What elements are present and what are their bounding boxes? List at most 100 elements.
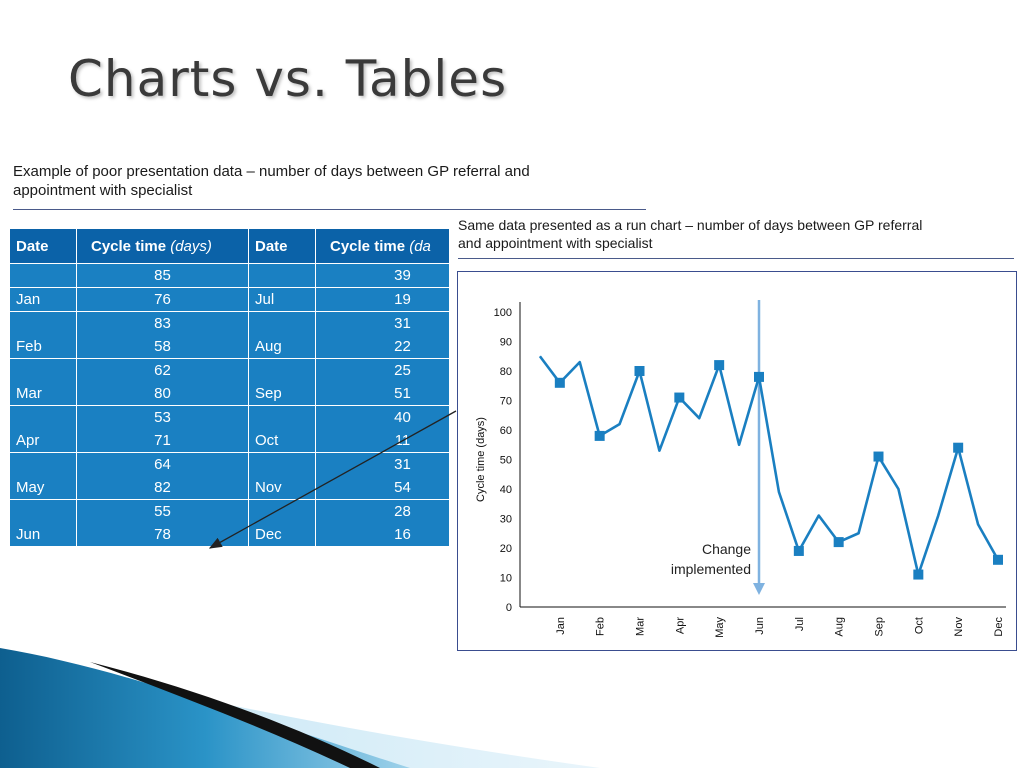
cycle-time-cell: 53 bbox=[76, 405, 249, 429]
table-caption: Example of poor presentation data – numb… bbox=[13, 162, 633, 200]
table-row: 62 25 bbox=[9, 358, 449, 382]
x-tick-label: Dec bbox=[993, 617, 1005, 637]
y-tick-label: 70 bbox=[500, 396, 512, 408]
x-tick-label: Apr bbox=[674, 617, 686, 634]
date-cell bbox=[9, 263, 77, 288]
data-point-marker bbox=[873, 451, 884, 462]
cycle-time-cell: 80 bbox=[76, 382, 249, 406]
header-date: Date bbox=[9, 228, 77, 264]
header-cycle-unit: (days) bbox=[170, 237, 212, 255]
x-tick-label: Aug bbox=[834, 617, 846, 637]
table-row: Apr 71 Oct 11 bbox=[9, 429, 449, 453]
data-point-marker bbox=[913, 569, 924, 580]
header-date-2: Date bbox=[248, 228, 316, 264]
cycle-time-cell: 83 bbox=[76, 311, 249, 335]
date-cell: Nov bbox=[248, 476, 316, 500]
date-cell bbox=[248, 263, 316, 288]
change-implemented-line bbox=[753, 300, 765, 595]
date-cell: Mar bbox=[9, 382, 77, 406]
cycle-time-cell: 55 bbox=[76, 499, 249, 523]
cycle-time-cell: 11 bbox=[315, 429, 449, 453]
y-axis-label: Cycle time (days) bbox=[475, 417, 487, 502]
chart-caption-divider bbox=[458, 258, 1014, 259]
change-annotation-line1: Change bbox=[702, 541, 751, 557]
table-caption-line2: appointment with specialist bbox=[13, 182, 193, 199]
x-tick-label: Jun bbox=[754, 617, 766, 635]
date-cell bbox=[9, 358, 77, 382]
date-cell: Sep bbox=[248, 382, 316, 406]
cycle-time-cell: 40 bbox=[315, 405, 449, 429]
data-point-marker bbox=[674, 392, 685, 403]
date-cell: Dec bbox=[248, 523, 316, 547]
cycle-time-line bbox=[538, 355, 1000, 576]
cycle-time-cell: 22 bbox=[315, 335, 449, 359]
x-tick-label: Mar bbox=[635, 617, 647, 636]
table-row: May 82 Nov 54 bbox=[9, 476, 449, 500]
date-cell: Jan bbox=[9, 287, 77, 312]
table-row: Mar 80 Sep 51 bbox=[9, 382, 449, 406]
slide-title: Charts vs. Tables bbox=[68, 50, 508, 108]
cycle-time-cell: 28 bbox=[315, 499, 449, 523]
chart-caption-line2: and appointment with specialist bbox=[458, 235, 653, 251]
cycle-time-cell: 51 bbox=[315, 382, 449, 406]
cycle-time-cell: 39 bbox=[315, 263, 449, 288]
data-table: Date Cycle time (days) Date Cycle time (… bbox=[9, 228, 449, 547]
cycle-time-cell: 62 bbox=[76, 358, 249, 382]
date-cell bbox=[248, 452, 316, 476]
y-tick-label: 40 bbox=[500, 484, 512, 496]
header-cycle-label: Cycle time bbox=[91, 237, 167, 255]
y-tick-label: 30 bbox=[500, 514, 512, 526]
cycle-time-cell: 85 bbox=[76, 263, 249, 288]
y-tick-label: 20 bbox=[500, 543, 512, 555]
deco-light-swoosh bbox=[0, 652, 600, 768]
date-cell: Aug bbox=[248, 335, 316, 359]
header-cycle-label-2: Cycle time bbox=[330, 237, 406, 255]
x-tick-label: May bbox=[714, 617, 726, 638]
y-tick-label: 0 bbox=[506, 602, 512, 614]
date-cell: Apr bbox=[9, 429, 77, 453]
data-table-container: Date Cycle time (days) Date Cycle time (… bbox=[9, 228, 449, 565]
cycle-time-cell: 19 bbox=[315, 287, 449, 312]
y-tick-label: 90 bbox=[500, 337, 512, 349]
deco-black-stripe bbox=[90, 662, 380, 768]
header-cycle-time: Cycle time (days) bbox=[76, 228, 249, 264]
data-point-marker bbox=[993, 554, 1003, 565]
y-tick-label: 60 bbox=[500, 425, 512, 437]
date-cell: Feb bbox=[9, 335, 77, 359]
cycle-time-cell: 54 bbox=[315, 476, 449, 500]
table-caption-divider bbox=[13, 209, 646, 210]
y-tick-label: 80 bbox=[500, 366, 512, 378]
table-row: 53 40 bbox=[9, 405, 449, 429]
date-cell: Oct bbox=[248, 429, 316, 453]
chart-caption: Same data presented as a run chart – num… bbox=[458, 216, 1018, 252]
date-cell bbox=[9, 311, 77, 335]
x-tick-label: Nov bbox=[953, 617, 965, 637]
table-row: 55 28 bbox=[9, 499, 449, 523]
date-cell bbox=[9, 452, 77, 476]
data-point-marker bbox=[594, 430, 605, 441]
table-row: Jun 78 Dec 16 bbox=[9, 523, 449, 547]
data-point-marker bbox=[714, 360, 725, 371]
table-header-row: Date Cycle time (days) Date Cycle time (… bbox=[9, 228, 449, 264]
data-point-marker bbox=[754, 371, 764, 382]
x-tick-label: Feb bbox=[595, 617, 607, 636]
table-row: Jan 76 Jul 19 bbox=[9, 287, 449, 312]
table-row: Feb 58 Aug 22 bbox=[9, 335, 449, 359]
date-cell bbox=[9, 499, 77, 523]
change-arrowhead bbox=[753, 583, 765, 595]
change-annotation-line2: implemented bbox=[671, 561, 751, 577]
date-cell bbox=[9, 405, 77, 429]
date-cell bbox=[248, 358, 316, 382]
cycle-time-cell: 64 bbox=[76, 452, 249, 476]
date-cell: Jun bbox=[9, 523, 77, 547]
cycle-time-cell: 31 bbox=[315, 311, 449, 335]
cycle-time-cell: 58 bbox=[76, 335, 249, 359]
cycle-time-cell: 16 bbox=[315, 523, 449, 547]
table-row: 83 31 bbox=[9, 311, 449, 335]
y-tick-label: 50 bbox=[500, 455, 512, 467]
deco-blue-swoosh bbox=[0, 648, 410, 768]
date-cell bbox=[248, 499, 316, 523]
run-chart: 0 10 20 30 40 50 60 70 80 90 100 Jan Feb Mar Apr May Ju… bbox=[475, 300, 1006, 638]
date-cell: Jul bbox=[248, 287, 316, 312]
cycle-time-cell: 78 bbox=[76, 523, 249, 547]
